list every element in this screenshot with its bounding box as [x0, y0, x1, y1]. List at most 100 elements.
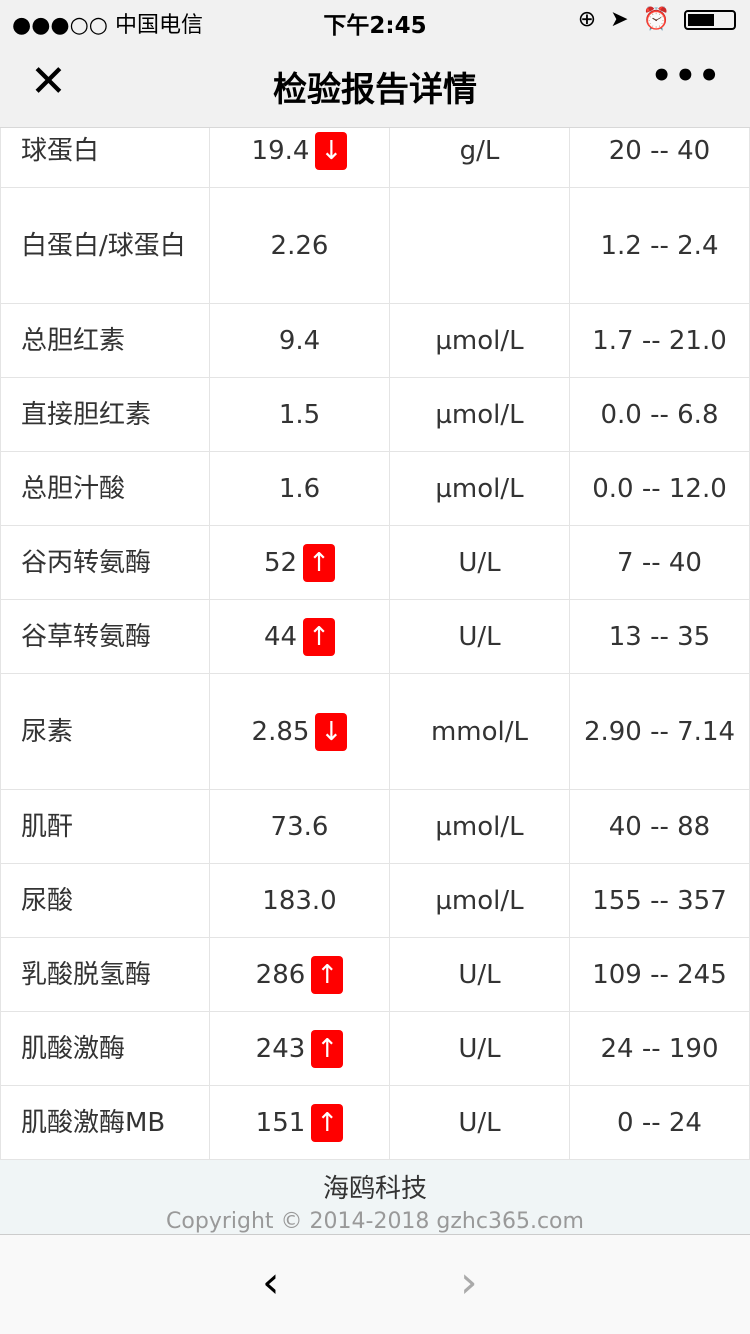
close-icon[interactable]: ✕ [30, 56, 67, 107]
battery-icon [684, 9, 736, 30]
clock: 下午2:45 [323, 13, 427, 39]
result-cell: 19.4 ↓ [209, 128, 390, 188]
table-row: 谷丙转氨酶 52 ↑ U/L 7 -- 40 [0, 525, 750, 600]
result-value: 1.6 [278, 473, 321, 504]
table-row: 尿酸 183.0 µmol/L 155 -- 357 [0, 863, 750, 938]
unit: U/L [389, 1011, 570, 1086]
arrow-up-icon: ↑ [311, 956, 344, 994]
back-button[interactable]: ‹ [262, 1257, 280, 1308]
unit [389, 187, 570, 304]
unit: U/L [389, 1085, 570, 1159]
footer: 海鸥科技 Copyright © 2014-2018 gzhc365.com [0, 1159, 750, 1235]
unit: µmol/L [389, 377, 570, 452]
table-row: 肌酸激酶 243 ↑ U/L 24 -- 190 [0, 1011, 750, 1086]
arrow-down-icon: ↓ [315, 713, 348, 751]
result-value: 19.4 [251, 135, 310, 166]
arrow-up-icon: ↑ [311, 1030, 344, 1068]
result-value: 9.4 [278, 325, 321, 356]
result-value: 243 [255, 1033, 306, 1064]
reference-range: 0.0 -- 12.0 [569, 451, 750, 526]
table-row: 肌酸激酶MB 151 ↑ U/L 0 -- 24 [0, 1085, 750, 1159]
arrow-up-icon: ↑ [311, 1104, 344, 1142]
item-name: 肌酸激酶MB [0, 1085, 210, 1159]
table-row: 谷草转氨酶 44 ↑ U/L 13 -- 35 [0, 599, 750, 674]
result-value: 2.85 [251, 716, 310, 747]
unit: U/L [389, 599, 570, 674]
item-name: 谷丙转氨酶 [0, 525, 210, 600]
result-value: 73.6 [270, 811, 329, 842]
result-value: 151 [255, 1107, 306, 1138]
table-row: 球蛋白 19.4 ↓ g/L 20 -- 40 [0, 128, 750, 188]
unit: µmol/L [389, 863, 570, 938]
result-cell: 44 ↑ [209, 599, 390, 674]
arrow-up-icon: ↑ [303, 618, 336, 656]
result-cell: 183.0 [209, 863, 390, 938]
table-row: 肌酐 73.6 µmol/L 40 -- 88 [0, 789, 750, 864]
result-value: 44 [263, 621, 298, 652]
item-name: 直接胆红素 [0, 377, 210, 452]
copyright: Copyright © 2014-2018 gzhc365.com [166, 1209, 584, 1234]
reference-range: 0.0 -- 6.8 [569, 377, 750, 452]
result-cell: 9.4 [209, 303, 390, 378]
forward-button[interactable]: › [460, 1257, 478, 1308]
reference-range: 7 -- 40 [569, 525, 750, 600]
result-cell: 286 ↑ [209, 937, 390, 1012]
item-name: 尿素 [0, 673, 210, 790]
page-title: 检验报告详情 [273, 70, 477, 110]
result-cell: 151 ↑ [209, 1085, 390, 1159]
unit: µmol/L [389, 451, 570, 526]
unit: g/L [389, 128, 570, 188]
item-name: 白蛋白/球蛋白 [0, 187, 210, 304]
result-cell: 1.6 [209, 451, 390, 526]
nav-bar: ✕ 检验报告详情 ••• [0, 40, 750, 128]
result-value: 183.0 [262, 885, 337, 916]
reference-range: 0 -- 24 [569, 1085, 750, 1159]
arrow-down-icon: ↓ [315, 132, 348, 170]
item-name: 球蛋白 [0, 128, 210, 188]
table-row: 乳酸脱氢酶 286 ↑ U/L 109 -- 245 [0, 937, 750, 1012]
unit: U/L [389, 937, 570, 1012]
table-row: 总胆红素 9.4 µmol/L 1.7 -- 21.0 [0, 303, 750, 378]
arrow-up-icon: ↑ [303, 544, 336, 582]
item-name: 总胆汁酸 [0, 451, 210, 526]
result-cell: 1.5 [209, 377, 390, 452]
carrier: ●●●○○ 中国电信 [12, 13, 203, 38]
unit: U/L [389, 525, 570, 600]
result-value: 52 [263, 547, 298, 578]
table-row: 白蛋白/球蛋白 2.26 1.2 -- 2.4 [0, 187, 750, 304]
reference-range: 155 -- 357 [569, 863, 750, 938]
alarm-icon: ⏰ [642, 7, 670, 32]
result-cell: 73.6 [209, 789, 390, 864]
reference-range: 13 -- 35 [569, 599, 750, 674]
item-name: 谷草转氨酶 [0, 599, 210, 674]
item-name: 肌酐 [0, 789, 210, 864]
table-row: 尿素 2.85 ↓ mmol/L 2.90 -- 7.14 [0, 673, 750, 790]
reference-range: 1.2 -- 2.4 [569, 187, 750, 304]
item-name: 尿酸 [0, 863, 210, 938]
unit: mmol/L [389, 673, 570, 790]
browser-toolbar: ‹ › [0, 1235, 750, 1334]
result-cell: 52 ↑ [209, 525, 390, 600]
reference-range: 109 -- 245 [569, 937, 750, 1012]
result-value: 1.5 [278, 399, 321, 430]
result-cell: 243 ↑ [209, 1011, 390, 1086]
report-table: 球蛋白 19.4 ↓ g/L 20 -- 40 白蛋白/球蛋白 2.26 1.2 -… [0, 128, 750, 1159]
unit: µmol/L [389, 303, 570, 378]
result-value: 286 [255, 959, 306, 990]
company-name: 海鸥科技 [322, 1174, 427, 1204]
reference-range: 20 -- 40 [569, 128, 750, 188]
result-cell: 2.26 [209, 187, 390, 304]
table-row: 直接胆红素 1.5 µmol/L 0.0 -- 6.8 [0, 377, 750, 452]
unit: µmol/L [389, 789, 570, 864]
table-row: 总胆汁酸 1.6 µmol/L 0.0 -- 12.0 [0, 451, 750, 526]
result-cell: 2.85 ↓ [209, 673, 390, 790]
reference-range: 40 -- 88 [569, 789, 750, 864]
item-name: 乳酸脱氢酶 [0, 937, 210, 1012]
reference-range: 1.7 -- 21.0 [569, 303, 750, 378]
lock-rotation-icon: ⊕ [577, 7, 597, 32]
location-icon: ➤ [610, 7, 629, 32]
reference-range: 2.90 -- 7.14 [569, 673, 750, 790]
more-icon[interactable]: ••• [650, 56, 722, 96]
reference-range: 24 -- 190 [569, 1011, 750, 1086]
item-name: 总胆红素 [0, 303, 210, 378]
